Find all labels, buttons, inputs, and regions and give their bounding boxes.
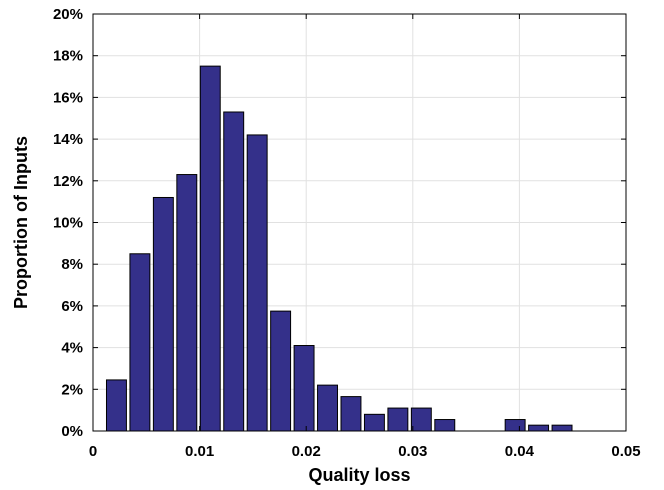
y-tick-label: 20% [53, 6, 83, 23]
axis-ticks [92, 13, 627, 432]
histogram-bar [129, 253, 151, 432]
y-tick-label: 16% [53, 89, 83, 106]
bars [105, 65, 573, 432]
x-axis-title: Quality loss [308, 465, 410, 485]
histogram-bar [551, 424, 573, 432]
histogram-bar [152, 196, 174, 432]
y-tick-label: 4% [61, 340, 83, 357]
histogram-bar [223, 111, 245, 432]
histogram-bar [528, 424, 550, 432]
histogram-bar [317, 384, 338, 432]
x-tick-label: 0.03 [398, 443, 427, 460]
histogram-bar [363, 413, 385, 432]
y-tick-label: 18% [53, 48, 83, 65]
histogram-bar [270, 310, 292, 432]
y-tick-label: 6% [61, 298, 83, 315]
y-tick-label: 14% [53, 131, 83, 148]
histogram-bar [434, 419, 456, 432]
histogram-bar [246, 134, 268, 432]
x-tick-label: 0.02 [292, 443, 321, 460]
y-tick-label: 12% [53, 173, 83, 190]
y-axis-title: Proportion of Inputs [11, 136, 31, 309]
y-tick-labels: 0% 2% 4% 6% 8% 10% 12% 14% 16% 18% 20% [53, 6, 83, 440]
histogram-bar [340, 396, 362, 432]
y-tick-label: 8% [61, 256, 83, 273]
x-tick-label: 0.01 [185, 443, 214, 460]
x-tick-label: 0.04 [505, 443, 535, 460]
histogram-bar [199, 65, 221, 432]
histogram-bar [105, 379, 127, 432]
histogram-bar [293, 345, 315, 432]
histogram-bar [504, 419, 526, 432]
x-tick-label: 0 [89, 443, 97, 460]
y-tick-label: 2% [61, 381, 83, 398]
y-tick-label: 0% [61, 423, 83, 440]
x-tick-label: 0.05 [611, 443, 640, 460]
y-tick-label: 10% [53, 215, 83, 232]
histogram-bar [176, 174, 198, 432]
histogram-bar [410, 407, 432, 432]
histogram-bar [387, 407, 409, 432]
x-tick-labels: 0 0.01 0.02 0.03 0.04 0.05 [89, 443, 641, 460]
